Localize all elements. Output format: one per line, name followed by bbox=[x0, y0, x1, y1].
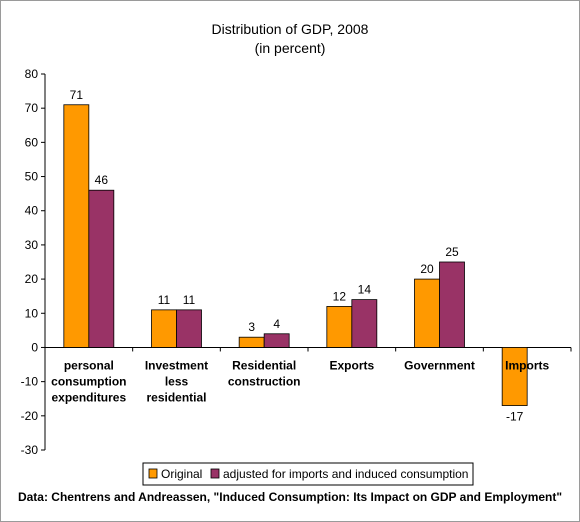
category-label: Imports bbox=[505, 358, 549, 372]
category-label: Exports bbox=[329, 358, 374, 372]
category-label: consumption bbox=[51, 374, 126, 388]
bar bbox=[263, 333, 290, 348]
y-tick-label: -30 bbox=[21, 443, 39, 457]
bar bbox=[351, 299, 378, 348]
data-label: 46 bbox=[95, 173, 109, 187]
category-label: Investment bbox=[145, 358, 208, 372]
category-label: less bbox=[165, 374, 189, 388]
y-tick-label: 70 bbox=[25, 101, 39, 115]
bar bbox=[176, 309, 202, 348]
category-label: expenditures bbox=[51, 390, 126, 404]
data-label: 11 bbox=[183, 293, 196, 307]
legend-entry-label: adjusted for imports and induced consump… bbox=[223, 467, 468, 481]
chart-subtitle: (in percent) bbox=[255, 40, 326, 56]
y-tick-label: 20 bbox=[25, 272, 39, 286]
bar bbox=[501, 347, 528, 406]
y-tick-label: 60 bbox=[25, 135, 39, 149]
legend-entry-label: Original bbox=[161, 467, 202, 481]
y-tick-label: 0 bbox=[31, 340, 38, 354]
data-label: 71 bbox=[70, 88, 84, 102]
bar bbox=[238, 336, 265, 348]
y-tick-label: 10 bbox=[25, 306, 39, 320]
bar bbox=[414, 278, 440, 348]
data-label: 12 bbox=[333, 289, 347, 303]
bar bbox=[88, 189, 115, 348]
category-label: personal bbox=[64, 358, 114, 372]
legend-box bbox=[142, 462, 474, 486]
chart-source-note: Data: Chentrens and Andreassen, "Induced… bbox=[18, 490, 562, 504]
category-label: Government bbox=[404, 358, 475, 372]
category-label: residential bbox=[146, 390, 206, 404]
data-label: 14 bbox=[358, 283, 372, 297]
category-label: construction bbox=[228, 374, 301, 388]
chart-title: Distribution of GDP, 2008 bbox=[212, 21, 369, 37]
y-tick-label: 80 bbox=[25, 67, 39, 81]
data-label: -17 bbox=[506, 410, 524, 424]
bar bbox=[151, 309, 177, 348]
data-label: 4 bbox=[273, 317, 280, 331]
data-label: 25 bbox=[445, 245, 459, 259]
y-tick-label: -20 bbox=[21, 409, 39, 423]
bar bbox=[326, 306, 353, 348]
y-tick-label: -10 bbox=[21, 375, 39, 389]
data-label: 20 bbox=[420, 262, 434, 276]
bar bbox=[439, 261, 465, 348]
legend-swatch bbox=[210, 468, 220, 479]
category-label: Residential bbox=[232, 358, 296, 372]
legend-swatch bbox=[148, 468, 158, 479]
y-tick-label: 40 bbox=[25, 204, 39, 218]
bar bbox=[63, 104, 90, 348]
data-label: 3 bbox=[248, 320, 255, 334]
data-label: 11 bbox=[158, 293, 171, 307]
y-tick-label: 50 bbox=[25, 170, 39, 184]
y-tick-label: 30 bbox=[25, 238, 39, 252]
